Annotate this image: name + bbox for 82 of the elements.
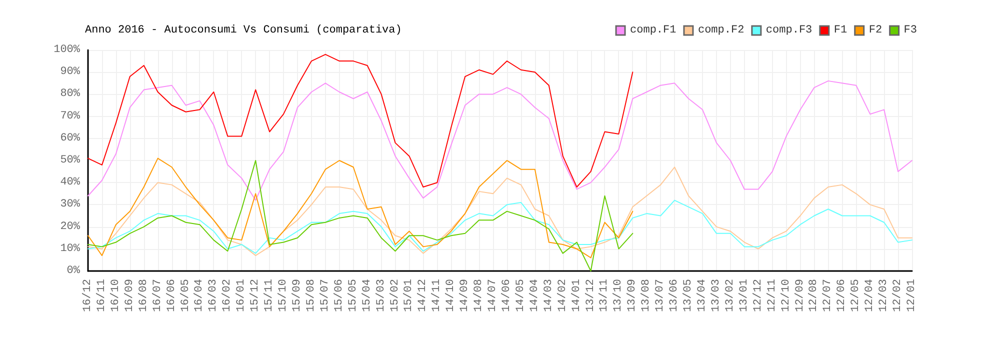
x-tick-label: 14/12: [417, 279, 430, 312]
x-tick-label: 12/02: [892, 279, 904, 312]
x-tick-label: 16/04: [194, 278, 206, 312]
x-tick-label: 13/03: [710, 279, 722, 312]
x-tick-label: 12/07: [822, 279, 834, 312]
x-tick-label: 14/07: [487, 279, 500, 312]
x-tick-label: 16/06: [166, 279, 178, 312]
x-tick-label: 12/01: [906, 278, 918, 312]
y-tick-label: 70%: [60, 110, 80, 122]
x-tick-label: 15/07: [319, 279, 332, 312]
y-tick-label: 30%: [60, 198, 80, 211]
x-tick-label: 13/01: [738, 278, 750, 312]
line-series: [88, 54, 634, 188]
x-tick-label: 14/01: [570, 278, 583, 312]
x-tick-label: 15/12: [250, 279, 262, 312]
y-tick-label: 40%: [60, 176, 80, 189]
x-tick-label: 12/05: [850, 279, 862, 312]
x-tick-label: 14/08: [473, 279, 486, 312]
line-series: [88, 166, 912, 256]
x-tick-label: 15/05: [347, 279, 360, 312]
x-tick-label: 13/10: [612, 279, 625, 312]
x-tick-label: 14/06: [500, 279, 513, 312]
legend-label: comp.F2: [698, 24, 744, 36]
x-tick-label: 15/11: [264, 278, 276, 312]
x-tick-label: 16/03: [208, 279, 220, 312]
x-tick-label: 12/03: [878, 279, 890, 312]
x-tick-label: 14/02: [556, 279, 569, 312]
legend-label: comp.F1: [630, 24, 677, 36]
x-tick-label: 16/12: [82, 279, 94, 312]
x-tick-label: 15/01: [403, 278, 416, 312]
x-tick-label: 15/10: [278, 279, 290, 312]
x-tick-label: 14/11: [431, 278, 444, 312]
x-tick-label: 16/01: [236, 278, 248, 312]
x-tick-label: 15/02: [389, 279, 402, 312]
x-tick-label: 16/07: [152, 279, 164, 312]
x-tick-label: 14/03: [542, 279, 555, 312]
x-tick-label: 12/06: [836, 279, 848, 312]
x-tick-label: 14/04: [528, 278, 541, 312]
x-tick-label: 13/04: [696, 278, 709, 312]
x-tick-label: 12/09: [794, 279, 806, 312]
x-tick-label: 13/12: [584, 279, 597, 312]
legend-label: F1: [834, 24, 848, 36]
x-tick-label: 15/06: [333, 279, 346, 312]
y-tick-label: 0%: [66, 265, 80, 277]
y-tick-label: 20%: [60, 220, 80, 233]
y-tick-label: 60%: [60, 132, 80, 144]
x-tick-label: 13/06: [668, 279, 681, 312]
x-tick-label: 13/09: [626, 279, 639, 312]
x-tick-label: 12/10: [780, 279, 792, 312]
chart-title: Anno 2016 - Autoconsumi Vs Consumi (comparativa): [85, 24, 402, 36]
y-tick-label: 80%: [60, 88, 80, 100]
x-tick-label: 16/02: [222, 279, 234, 312]
x-tick-label: 15/09: [291, 279, 304, 312]
y-tick-label: 50%: [60, 154, 80, 166]
y-tick-label: 10%: [60, 242, 80, 255]
x-tick-label: 12/04: [864, 278, 876, 312]
legend-label: F2: [868, 24, 882, 36]
x-tick-label: 13/08: [640, 279, 653, 312]
x-tick-label: 16/08: [138, 279, 150, 312]
x-tick-label: 14/05: [514, 279, 527, 312]
x-tick-label: 12/12: [752, 279, 764, 312]
x-tick-label: 15/04: [361, 278, 374, 312]
x-tick-label: 13/07: [654, 279, 667, 312]
x-tick-label: 13/02: [724, 279, 736, 312]
line-series: [88, 80, 912, 201]
x-tick-label: 16/09: [124, 279, 136, 312]
line-series: [88, 200, 912, 254]
y-tick-label: 90%: [60, 66, 80, 78]
x-tick-label: 15/03: [375, 279, 388, 312]
x-tick-label: 14/09: [459, 279, 472, 312]
x-tick-label: 16/11: [96, 278, 108, 312]
x-tick-label: 16/10: [110, 279, 122, 312]
x-tick-label: 12/11: [766, 278, 778, 312]
x-tick-label: 16/05: [180, 279, 192, 312]
x-tick-label: 13/05: [682, 279, 695, 312]
legend-label: comp.F3: [766, 24, 812, 36]
x-tick-label: 12/08: [808, 279, 820, 312]
x-tick-label: 15/08: [305, 279, 318, 312]
legend-label: F3: [904, 24, 917, 36]
x-tick-label: 13/11: [598, 278, 611, 312]
x-tick-label: 14/10: [445, 279, 458, 312]
y-tick-label: 100%: [54, 44, 80, 56]
